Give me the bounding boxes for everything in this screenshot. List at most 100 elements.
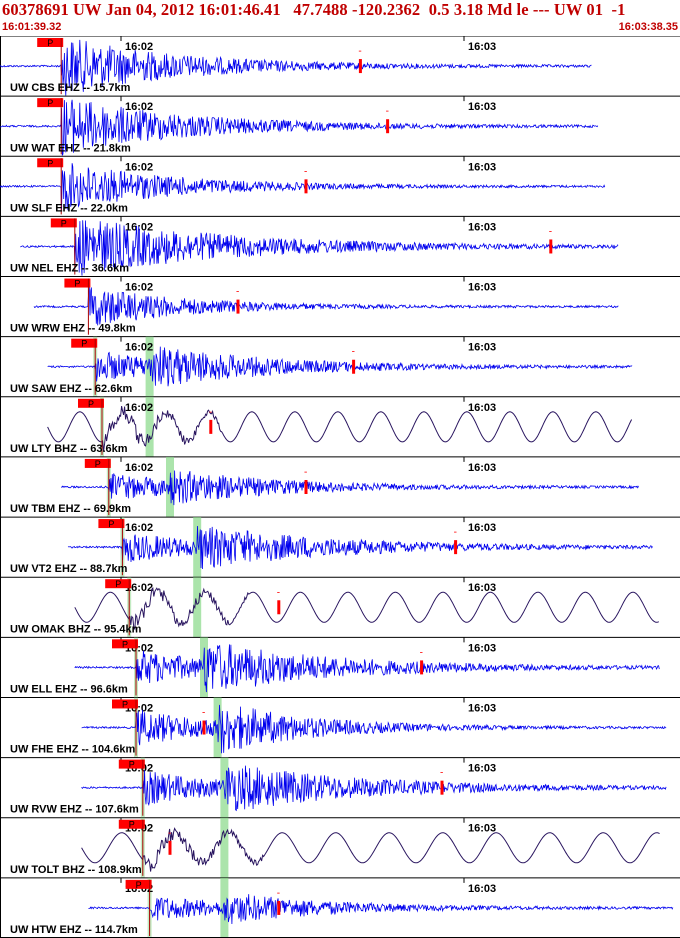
p-pick-box xyxy=(37,98,64,108)
minute-label: 16:02 xyxy=(125,161,153,173)
coda-marker xyxy=(277,600,281,615)
p-pick-label: P xyxy=(74,279,80,289)
coda-marker xyxy=(358,59,362,74)
coda-marker xyxy=(386,119,390,134)
coda-marker xyxy=(304,480,308,494)
coda-marker xyxy=(209,419,213,434)
p-pick-label: P xyxy=(108,519,114,529)
trace-waveform xyxy=(67,525,653,570)
trace-waveform xyxy=(74,644,660,693)
minute-label: 16:03 xyxy=(468,161,496,173)
minute-label: 16:03 xyxy=(468,763,496,775)
p-pick-box xyxy=(125,879,152,889)
coda-label: - xyxy=(168,828,171,839)
coda-label: - xyxy=(236,287,239,298)
station-label: UW NEL EHZ -- 36.6km xyxy=(10,263,129,275)
p-pick-box xyxy=(112,639,138,649)
p-pick-box xyxy=(84,458,111,468)
p-pick-label: P xyxy=(47,38,53,48)
station-label: UW TOLT BHZ -- 108.9km xyxy=(10,864,142,876)
p-pick-label: P xyxy=(129,820,135,830)
minute-label: 16:02 xyxy=(125,462,153,474)
p-pick-box xyxy=(98,519,125,529)
p-pick-label: P xyxy=(47,98,53,108)
start-time: 16:01:39.32 xyxy=(2,21,62,33)
p-pick-box xyxy=(37,158,64,168)
p-pick-label: P xyxy=(122,699,128,709)
end-time: 16:03:38.35 xyxy=(618,21,678,33)
minute-label: 16:02 xyxy=(125,402,153,414)
station-label: UW WAT EHZ -- 21.8km xyxy=(10,142,131,154)
s-window xyxy=(200,637,208,698)
trace-waveform xyxy=(47,346,633,387)
minute-label: 16:03 xyxy=(468,883,496,895)
p-pick-label: P xyxy=(95,459,101,469)
trace-waveform xyxy=(0,99,599,157)
coda-marker xyxy=(352,359,356,374)
station-label: UW FHE EHZ -- 104.6km xyxy=(10,744,136,756)
minute-label: 16:02 xyxy=(125,342,153,354)
minute-label: 16:02 xyxy=(125,582,153,594)
station-label: UW OMAK BHZ -- 95.4km xyxy=(10,623,142,635)
coda-marker xyxy=(304,179,308,194)
station-label: UW VT2 EHZ -- 88.7km xyxy=(10,563,128,575)
station-label: UW RVW EHZ -- 107.6km xyxy=(10,804,139,816)
p-pick-box xyxy=(78,398,104,408)
p-pick-label: P xyxy=(81,339,87,349)
p-pick-label: P xyxy=(88,399,94,409)
trace-waveform xyxy=(81,827,660,872)
coda-marker xyxy=(549,239,553,254)
p-pick-box xyxy=(118,759,145,769)
trace-waveform xyxy=(74,586,659,631)
trace-waveform xyxy=(0,163,606,211)
coda-marker xyxy=(454,540,458,555)
p-pick-label: P xyxy=(61,218,67,228)
p-pick-box xyxy=(64,278,91,288)
minute-label: 16:02 xyxy=(125,41,153,53)
trace-waveform xyxy=(60,470,640,506)
trace-waveform xyxy=(81,704,667,754)
minute-label: 16:03 xyxy=(468,823,496,835)
trace-waveform xyxy=(0,39,592,96)
minute-label: 16:03 xyxy=(468,342,496,354)
minute-label: 16:03 xyxy=(468,702,496,714)
coda-label: - xyxy=(304,166,307,177)
trace-waveform xyxy=(47,406,633,452)
coda-marker xyxy=(420,660,424,675)
coda-label: - xyxy=(277,587,280,598)
minute-label: 16:02 xyxy=(125,101,153,113)
s-window xyxy=(145,396,154,457)
header: 60378691 UW Jan 04, 2012 16:01:46.41 47.… xyxy=(0,0,680,36)
trace-waveform xyxy=(20,220,619,276)
seismogram-panel: 16:02 16:03 P - UW CBS EHZ -- 15.7km 16:02 16:… xyxy=(0,36,680,938)
s-window xyxy=(193,577,202,638)
minute-label: 16:03 xyxy=(468,221,496,233)
station-label: UW LTY BHZ -- 63.6km xyxy=(10,443,128,455)
station-label: UW SLF EHZ -- 22.0km xyxy=(10,202,128,214)
coda-label: - xyxy=(386,106,389,117)
minute-label: 16:03 xyxy=(468,41,496,53)
minute-label: 16:03 xyxy=(468,522,496,534)
trace-waveform xyxy=(81,765,667,812)
seismogram-plot: 16:02 16:03 P - UW CBS EHZ -- 15.7km 16:02 16:… xyxy=(0,36,680,938)
trace-waveform xyxy=(33,287,619,326)
p-pick-box xyxy=(105,579,132,589)
s-window xyxy=(220,817,229,878)
coda-label: - xyxy=(440,768,443,779)
coda-marker xyxy=(236,299,240,314)
p-pick-box xyxy=(71,338,98,348)
p-pick-label: P xyxy=(122,639,128,649)
p-pick-label: P xyxy=(129,760,135,770)
p-pick-label: P xyxy=(47,158,53,168)
minute-label: 16:03 xyxy=(468,402,496,414)
coda-label: - xyxy=(209,407,212,418)
station-label: UW TBM EHZ -- 69.9km xyxy=(10,503,131,515)
coda-label: - xyxy=(202,708,205,719)
coda-label: - xyxy=(420,647,423,658)
minute-label: 16:03 xyxy=(468,101,496,113)
minute-label: 16:02 xyxy=(125,522,153,534)
p-pick-label: P xyxy=(136,880,142,890)
minute-label: 16:03 xyxy=(468,462,496,474)
station-label: UW WRW EHZ -- 49.8km xyxy=(10,323,136,335)
coda-label: - xyxy=(358,46,361,57)
